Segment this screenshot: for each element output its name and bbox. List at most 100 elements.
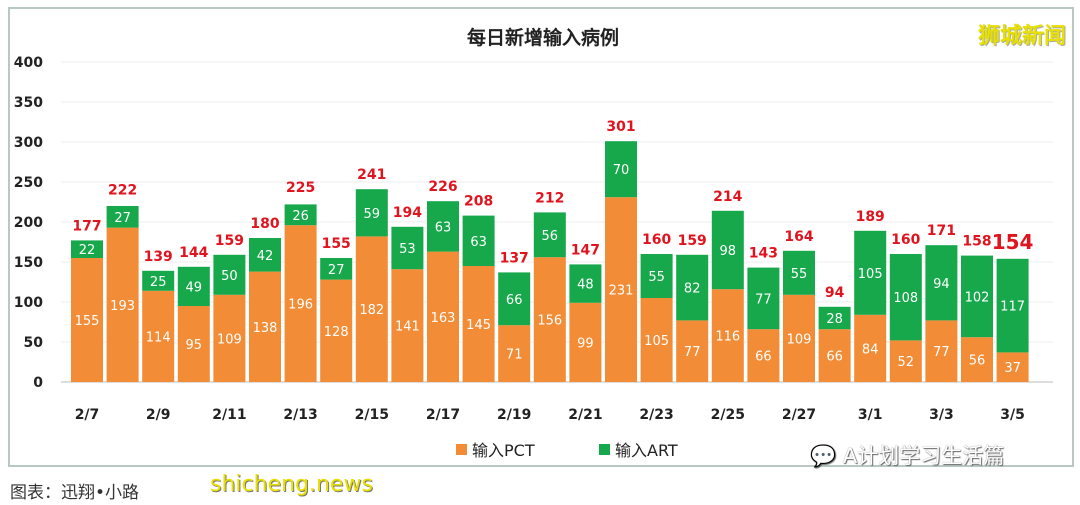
total-label: 137 <box>500 250 529 266</box>
bar-pct <box>391 269 424 382</box>
bar-pct <box>783 294 815 382</box>
total-label: 212 <box>535 190 564 206</box>
bar-value-label: 52 <box>898 355 915 370</box>
y-tick-label: 300 <box>14 135 43 151</box>
bar-value-label: 193 <box>110 299 135 314</box>
bar-value-label: 155 <box>75 314 100 329</box>
bar-value-label: 77 <box>684 345 701 360</box>
bar-art <box>818 306 851 330</box>
bar-art <box>284 204 317 226</box>
bar-pct <box>961 337 993 382</box>
bar-pct <box>605 197 637 382</box>
total-label: 164 <box>784 229 813 245</box>
bar-value-label: 116 <box>715 330 740 345</box>
bar-art <box>925 245 958 321</box>
x-tick-label: 2/21 <box>568 407 602 423</box>
total-label: 154 <box>992 230 1034 254</box>
bar-pct <box>71 258 103 382</box>
y-tick-label: 350 <box>14 95 43 111</box>
watermark-logo: 狮城新闻 <box>977 24 1066 49</box>
total-label: 222 <box>108 182 137 198</box>
chart-title: 每日新增输入病例 <box>467 26 619 49</box>
bar-value-label: 99 <box>577 336 594 351</box>
bar-art <box>498 272 531 326</box>
bar-value-label: 196 <box>288 298 313 313</box>
bar-art <box>961 255 993 338</box>
bar-value-label: 22 <box>79 243 96 258</box>
legend-label: 输入PCT <box>472 441 535 460</box>
bar-art <box>533 212 566 258</box>
bar-value-label: 163 <box>431 311 456 326</box>
x-tick-label: 2/17 <box>426 407 460 423</box>
bar-value-label: 105 <box>644 334 669 349</box>
bar-value-label: 63 <box>470 235 487 250</box>
y-tick-label: 200 <box>14 215 43 231</box>
total-label: 189 <box>856 209 885 225</box>
wechat-icon: 💬 <box>810 444 837 468</box>
bar-pct <box>569 302 602 382</box>
bar-pct <box>711 289 744 382</box>
bar-art <box>640 254 673 298</box>
bar-value-label: 66 <box>755 350 772 365</box>
bar-value-label: 128 <box>324 325 349 340</box>
bar-value-label: 55 <box>791 267 808 282</box>
x-tick-label: 2/23 <box>639 407 673 423</box>
bar-art <box>355 189 388 237</box>
bar-value-label: 94 <box>933 277 950 292</box>
bar-value-label: 42 <box>257 249 274 264</box>
bar-art <box>106 206 139 228</box>
y-tick-label: 50 <box>24 335 44 351</box>
total-label: 194 <box>393 205 422 221</box>
bar-value-label: 117 <box>1000 300 1025 315</box>
bar-value-label: 27 <box>114 211 131 226</box>
bar-value-label: 70 <box>613 163 630 178</box>
bar-value-label: 109 <box>217 332 242 347</box>
total-label: 214 <box>713 189 742 205</box>
x-tick-label: 2/19 <box>497 407 531 423</box>
bar-value-label: 71 <box>506 348 523 363</box>
bar-value-label: 84 <box>862 342 879 357</box>
bar-value-label: 102 <box>965 290 990 305</box>
bar-value-label: 98 <box>720 244 737 259</box>
bar-pct <box>106 227 139 382</box>
total-label: 180 <box>250 216 279 232</box>
bar-art <box>249 238 281 272</box>
bar-value-label: 114 <box>146 330 171 345</box>
bar-value-label: 66 <box>826 350 843 365</box>
bar-value-label: 145 <box>466 318 491 333</box>
bar-pct <box>818 329 851 382</box>
bar-pct <box>213 294 246 382</box>
bar-pct <box>747 329 780 382</box>
total-label: 155 <box>322 236 351 252</box>
total-label: 301 <box>606 119 635 135</box>
total-label: 144 <box>179 245 208 261</box>
bar-value-label: 53 <box>399 242 416 257</box>
bar-art <box>569 264 602 303</box>
bar-art <box>391 226 424 270</box>
bar-value-label: 49 <box>186 280 203 295</box>
total-label: 160 <box>891 232 920 248</box>
total-label: 208 <box>464 194 493 210</box>
bar-value-label: 77 <box>933 345 950 360</box>
bar-value-label: 50 <box>221 269 238 284</box>
x-tick-label: 3/1 <box>858 407 883 423</box>
total-label: 160 <box>642 232 671 248</box>
x-tick-label: 2/13 <box>283 407 317 423</box>
bar-pct <box>533 257 566 382</box>
bar-value-label: 105 <box>858 267 883 282</box>
bar-pct <box>676 320 709 382</box>
total-label: 143 <box>749 246 778 262</box>
legend-swatch <box>599 444 610 455</box>
bar-art <box>747 267 780 330</box>
bar-pct <box>640 298 673 382</box>
bar-value-label: 141 <box>395 320 420 335</box>
x-tick-label: 2/15 <box>355 407 389 423</box>
site-watermark: shicheng.news <box>210 472 373 497</box>
bar-value-label: 109 <box>787 332 812 347</box>
bar-value-label: 25 <box>150 275 167 290</box>
bar-pct <box>925 320 958 382</box>
total-label: 177 <box>72 218 101 234</box>
bar-art <box>783 250 815 295</box>
bar-value-label: 231 <box>609 284 634 299</box>
total-label: 241 <box>357 167 386 183</box>
